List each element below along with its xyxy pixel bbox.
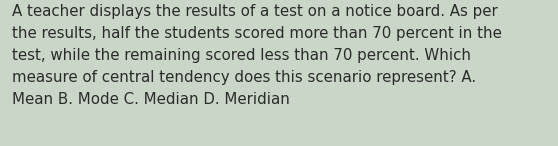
Text: A teacher displays the results of a test on a notice board. As per
the results, : A teacher displays the results of a test…	[12, 4, 502, 107]
